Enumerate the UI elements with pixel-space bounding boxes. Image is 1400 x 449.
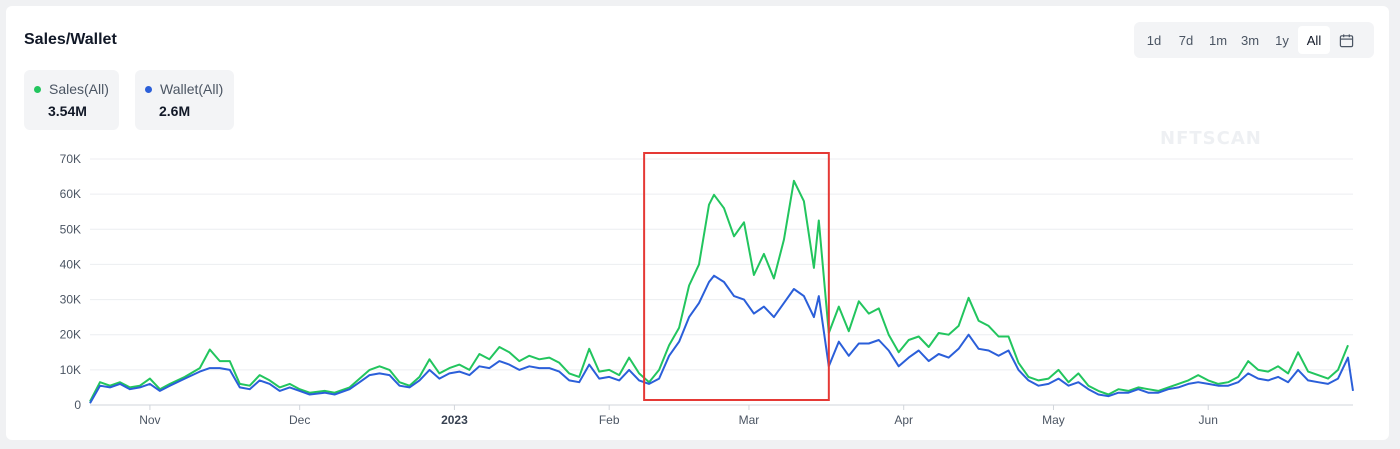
- legend-wallet-label: Wallet(All): [160, 81, 224, 97]
- sales-dot-icon: [34, 85, 41, 93]
- range-button-all[interactable]: All: [1298, 26, 1330, 54]
- wallet-series-line: [89, 274, 1354, 404]
- legend-sales-label: Sales(All): [49, 81, 109, 97]
- y-tick-label: 10K: [60, 363, 81, 377]
- chart-title: Sales/Wallet: [24, 31, 117, 48]
- x-tick-label: Feb: [599, 413, 620, 427]
- range-button-1d[interactable]: 1d: [1146, 32, 1162, 48]
- x-tick-label: 2023: [441, 413, 468, 427]
- range-button-1y[interactable]: 1y: [1275, 32, 1289, 48]
- y-tick-label: 20K: [60, 328, 81, 342]
- wallet-dot-icon: [145, 85, 152, 93]
- range-button-3m[interactable]: 3m: [1240, 32, 1260, 48]
- y-tick-label: 0: [74, 398, 81, 412]
- highlight-box: [643, 152, 830, 401]
- y-tick-label: 60K: [60, 187, 81, 201]
- time-range-selector: 1d 7d 1m 3m 1y All: [1134, 22, 1374, 58]
- x-tick-label: Nov: [139, 413, 160, 427]
- range-button-1m[interactable]: 1m: [1208, 32, 1228, 48]
- y-tick-label: 30K: [60, 293, 81, 307]
- legend-wallet-value: 2.6M: [159, 103, 191, 119]
- x-tick-label: Dec: [289, 413, 310, 427]
- x-tick-label: Jun: [1199, 413, 1218, 427]
- chart-card: [6, 6, 1389, 440]
- y-tick-label: 50K: [60, 222, 81, 236]
- legend-item-wallet[interactable]: Wallet(All) 2.6M: [135, 70, 234, 130]
- legend-sales-value: 3.54M: [48, 103, 87, 119]
- nftscan-watermark: NFTSCAN: [1160, 128, 1262, 149]
- legend-item-sales[interactable]: Sales(All) 3.54M: [24, 70, 119, 130]
- calendar-icon[interactable]: [1330, 26, 1362, 54]
- y-tick-label: 40K: [60, 257, 81, 271]
- x-tick-label: May: [1042, 413, 1065, 427]
- x-tick-label: Apr: [894, 413, 913, 427]
- x-tick-label: Mar: [739, 413, 760, 427]
- range-button-7d[interactable]: 7d: [1178, 32, 1194, 48]
- y-tick-label: 70K: [60, 152, 81, 166]
- sales-series-line: [89, 179, 1349, 402]
